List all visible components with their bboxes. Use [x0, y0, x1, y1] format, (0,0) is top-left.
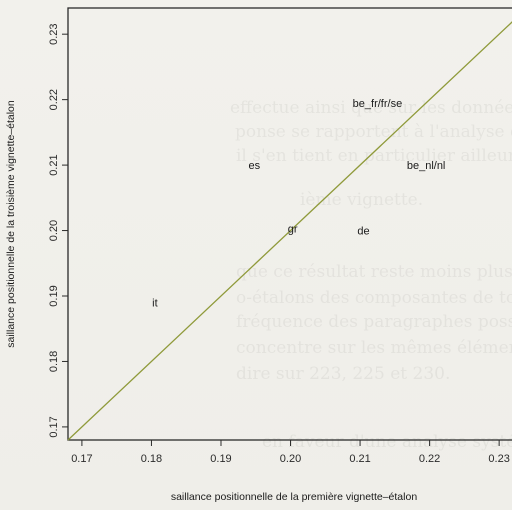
point-label-be-fr-fr-se: be_fr/fr/se: [353, 98, 403, 110]
bleed-through-text: en faveur d'une analyse systématique de …: [262, 432, 512, 452]
bleed-through-text: effectue ainsi que sur les données: [230, 98, 512, 118]
plot-frame: [67, 7, 512, 441]
identity-reference-line: [67, 21, 512, 441]
y-tick-label: 0.18: [48, 351, 60, 372]
bleed-through-text: o-étalons des composantes de toute influ…: [236, 288, 512, 308]
y-axis-title: saillance positionnelle de la troisième …: [5, 100, 17, 348]
point-label-de: de: [357, 226, 369, 238]
x-tick-label: 0.21: [349, 453, 370, 465]
x-tick-label: 0.23: [488, 453, 509, 465]
y-tick-label: 0.21: [48, 154, 60, 175]
x-tick-label: 0.18: [141, 453, 162, 465]
plot-border: [67, 7, 512, 441]
point-label-be-nl-nl: be_nl/nl: [407, 160, 446, 172]
x-tick-label: 0.17: [71, 453, 92, 465]
y-tick-label: 0.17: [48, 416, 60, 437]
point-label-es: es: [249, 160, 261, 172]
x-axis-title: saillance positionnelle de la première v…: [171, 491, 417, 503]
reference-line-group: [67, 21, 512, 441]
y-axis: 0.17 0.18 0.19 0.20 0.21 0.22 0.23: [48, 23, 68, 438]
x-axis: 0.17 0.18 0.19 0.20 0.21 0.22 0.23: [71, 440, 510, 465]
point-label-gr: gr: [288, 224, 298, 236]
bleed-through-text: que ce résultat reste moins plus général…: [236, 262, 512, 282]
bleed-through-text: fréquence des paragraphes possibles ou: [236, 312, 512, 332]
y-tick-label: 0.23: [48, 23, 60, 44]
x-tick-label: 0.20: [280, 453, 301, 465]
y-tick-label: 0.19: [48, 285, 60, 306]
x-tick-label: 0.19: [210, 453, 231, 465]
point-label-it: it: [152, 298, 158, 310]
bleed-through-text: concentre sur les mêmes éléments que: [236, 338, 512, 358]
x-tick-label: 0.22: [419, 453, 440, 465]
bleed-through-text: dire sur 223, 225 et 230.: [236, 364, 451, 384]
bleed-through-text: ponse se rapportent à l'analyse de la sa…: [235, 122, 512, 142]
bleed-through-text: il s'en tient en particulier ailleurs de: [236, 146, 512, 166]
y-tick-label: 0.20: [48, 220, 60, 241]
y-tick-label: 0.22: [48, 89, 60, 110]
bleed-through-text: ième vignette.: [300, 190, 424, 210]
